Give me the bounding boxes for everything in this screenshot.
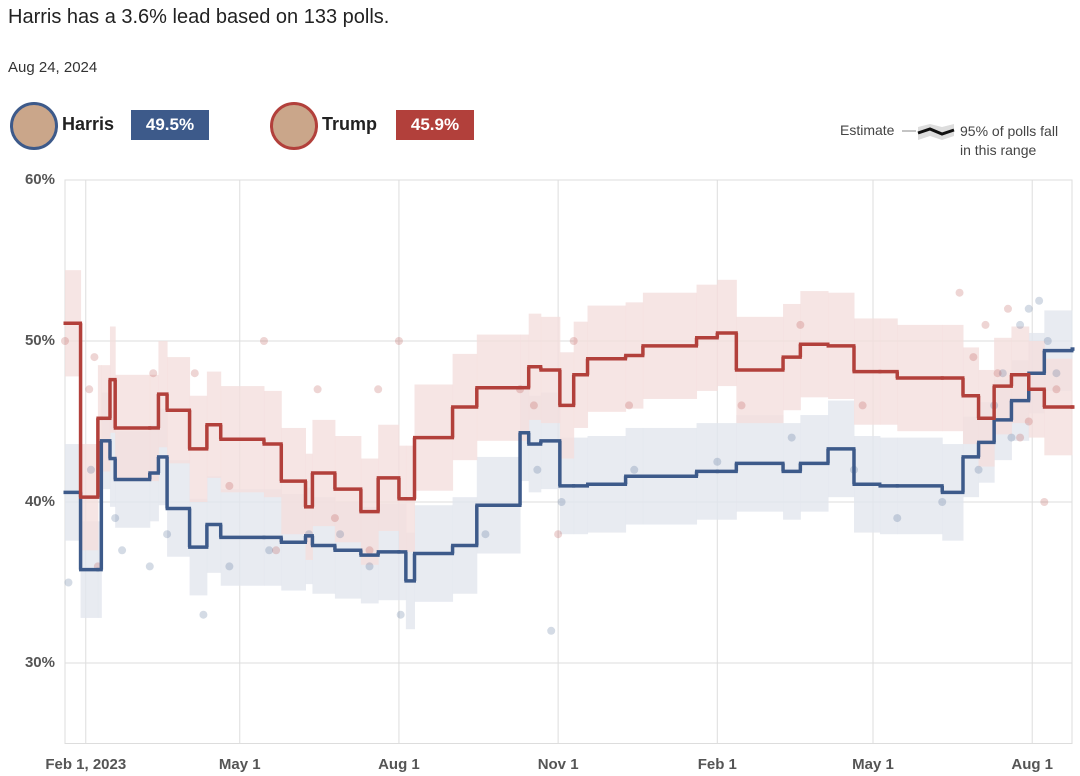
poll-dot <box>149 369 158 378</box>
x-tick-label: Nov 1 <box>538 756 579 773</box>
x-tick-label: May 1 <box>852 756 894 773</box>
poll-dot <box>557 498 566 506</box>
poll-dot <box>630 465 639 474</box>
poll-dot <box>533 465 542 474</box>
poll-dot <box>955 288 964 297</box>
poll-dot <box>1024 304 1033 313</box>
poll-dot <box>336 530 345 539</box>
poll-dot <box>1024 417 1033 426</box>
y-tick-label: 60% <box>25 171 55 188</box>
poll-dot <box>85 385 94 394</box>
x-tick-label: Feb 1 <box>698 756 737 773</box>
y-tick-label: 40% <box>25 493 55 510</box>
legend-line-label: Estimate <box>840 122 895 138</box>
poll-dot <box>265 546 274 555</box>
poll-dot <box>1043 337 1052 345</box>
poll-dot <box>1003 304 1012 313</box>
candidate-value: 45.9% <box>396 110 474 140</box>
poll-dot <box>1052 385 1061 394</box>
poll-dot <box>272 546 281 555</box>
poll-dot <box>225 562 234 571</box>
x-tick-label: Feb 1, 2023 <box>45 756 126 773</box>
poll-dot <box>163 530 172 539</box>
poll-dot <box>737 401 746 410</box>
poll-dot <box>787 433 796 442</box>
y-tick-label: 30% <box>25 654 55 671</box>
poll-dot <box>365 546 374 555</box>
poll-dot <box>1035 296 1044 305</box>
poll-dot <box>998 369 1007 378</box>
trump-avatar <box>270 102 318 150</box>
x-tick-label: May 1 <box>219 756 261 773</box>
poll-dot <box>394 337 403 345</box>
poll-dot <box>118 546 127 555</box>
poll-dot <box>225 481 234 490</box>
poll-dot <box>554 530 563 539</box>
poll-dot <box>64 578 73 587</box>
poll-dot <box>1016 320 1025 329</box>
poll-dot <box>396 610 405 619</box>
x-tick-label: Aug 1 <box>378 756 420 773</box>
poll-dot <box>90 353 99 362</box>
poll-dot <box>529 401 538 410</box>
candidate-name: Harris <box>62 114 115 134</box>
candidate-value: 49.5% <box>131 110 209 140</box>
poll-dot <box>938 498 947 506</box>
poll-dot <box>893 514 902 523</box>
poll-dot <box>969 353 978 362</box>
candidate-name: Trump <box>322 114 378 134</box>
poll-dot <box>145 562 154 571</box>
poll-dot <box>1016 433 1025 442</box>
poll-dot <box>199 610 208 619</box>
poll-dot <box>1052 369 1061 378</box>
poll-dot <box>625 401 634 410</box>
y-tick-label: 50% <box>25 332 55 349</box>
poll-dot <box>190 369 199 378</box>
poll-dot <box>796 320 805 329</box>
poll-dot <box>259 337 268 345</box>
poll-dot <box>365 562 374 571</box>
poll-dot <box>313 385 322 394</box>
poll-dot <box>974 465 983 474</box>
date: Aug 24, 2024 <box>8 59 98 76</box>
poll-dot <box>713 457 722 466</box>
harris-avatar <box>10 102 58 150</box>
poll-dot <box>858 401 867 410</box>
poll-dot <box>86 465 95 474</box>
poll-dot <box>374 385 383 394</box>
poll-dot <box>569 337 578 345</box>
poll-dot <box>981 320 990 329</box>
poll-dot <box>330 514 339 523</box>
headline: Harris has a 3.6% lead based on 133 poll… <box>8 6 390 28</box>
legend-icon <box>902 124 955 140</box>
poll-dot <box>1007 433 1016 442</box>
poll-dot <box>61 337 69 345</box>
poll-dot <box>547 626 556 635</box>
poll-dot <box>993 369 1002 378</box>
x-tick-label: Aug 1 <box>1011 756 1053 773</box>
legend-band-label: 95% of polls fall in this range <box>960 123 1059 158</box>
poll-dot <box>481 530 490 539</box>
poll-dot <box>1040 498 1049 506</box>
poll-dot <box>111 514 120 523</box>
